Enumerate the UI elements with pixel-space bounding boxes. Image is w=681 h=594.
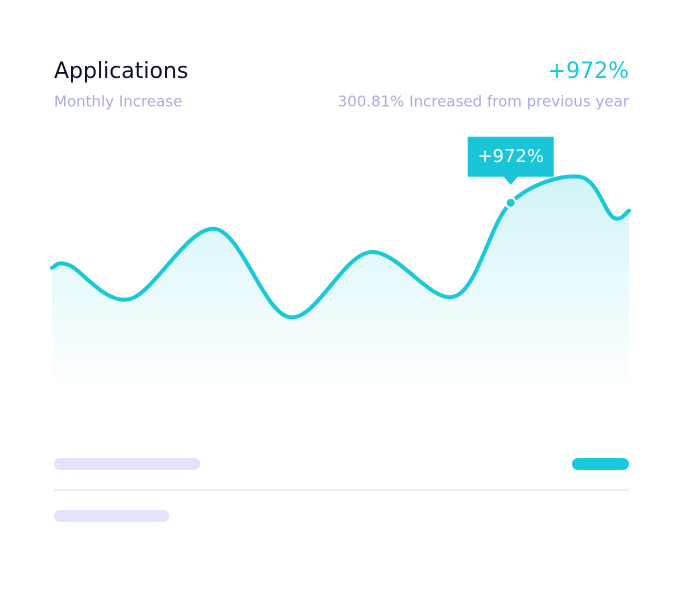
area [52,176,629,390]
plot: +972% [50,136,631,390]
placeholder-bar [54,510,169,522]
placeholder-bar [54,458,200,470]
highlight-point [504,196,517,209]
chart-subtitle: Monthly Increase [54,93,182,111]
chart-title: Applications [54,59,188,84]
placeholder-bar [572,458,629,470]
stat: +972% [548,59,629,84]
tooltip-label: +972% [477,146,544,167]
line [50,174,631,320]
stat-note: 300.81% Increased from previous year [338,93,630,111]
tooltip [467,136,554,185]
